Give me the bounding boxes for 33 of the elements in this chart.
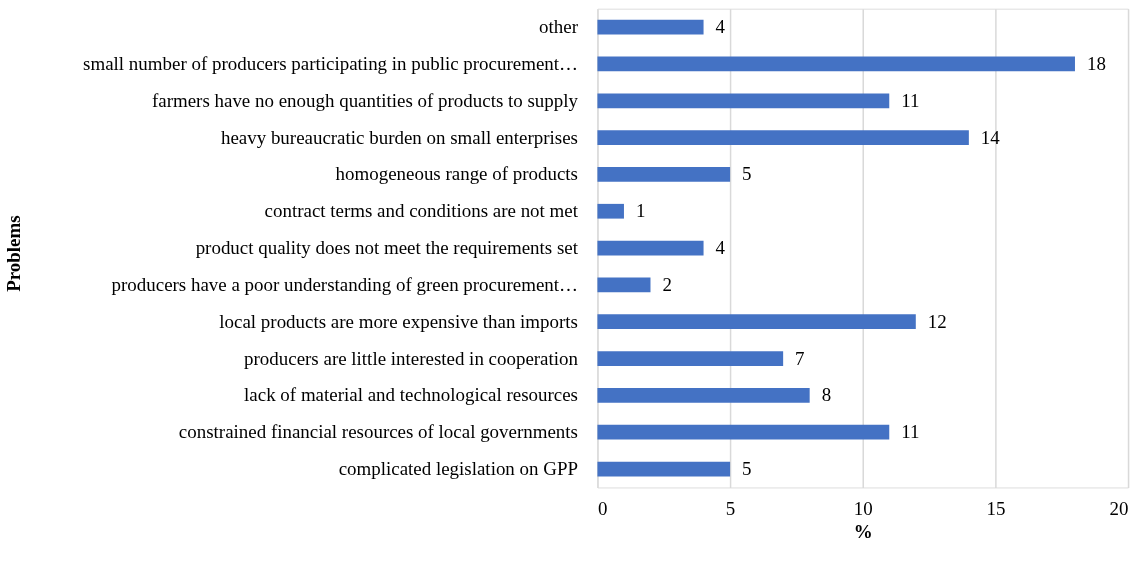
data-label: 11 [901,421,920,443]
y-tick-label: complicated legislation on GPP [338,458,578,480]
data-label: 12 [927,310,947,332]
y-tick-label: small number of producers participating in public procurement… [83,52,578,74]
x-axis-title: % [853,520,873,542]
y-tick-label: other [539,16,579,38]
data-label: 4 [715,237,726,259]
data-label: 5 [742,458,752,480]
data-label: 4 [715,16,726,38]
y-tick-label: local products are more expensive than imports [219,310,578,332]
y-tick-label: lack of material and technological resources [244,384,578,406]
data-label: 14 [980,126,1001,148]
y-axis-title: Problems [3,215,25,292]
x-tick-label: 10 [853,497,873,519]
data-label: 11 [901,89,920,111]
y-tick-label: farmers have no enough quantities of products to supply [151,89,579,111]
y-tick-label: homogeneous range of products [335,163,578,185]
x-tick-label: 5 [725,497,736,519]
data-label: 8 [821,384,832,406]
x-tick-label: 20 [1109,497,1129,519]
y-tick-label: product quality does not meet the requirements set [195,237,579,259]
x-tick-label: 15 [986,497,1006,519]
y-tick-label: constrained financial resources of local governments [178,421,578,443]
data-label: 18 [1086,52,1106,74]
y-tick-label: producers are little interested in cooperation [244,347,579,369]
y-tick-label: contract terms and conditions are not met [264,200,579,222]
x-tick-label: 0 [597,497,608,519]
data-label: 7 [795,347,805,369]
data-label: 2 [662,273,672,295]
data-label: 1 [635,200,646,222]
y-tick-label: producers have a poor understanding of green procurement… [111,273,578,295]
data-label: 5 [742,163,752,185]
y-tick-label: heavy bureaucratic burden on small enterprises [220,126,578,148]
